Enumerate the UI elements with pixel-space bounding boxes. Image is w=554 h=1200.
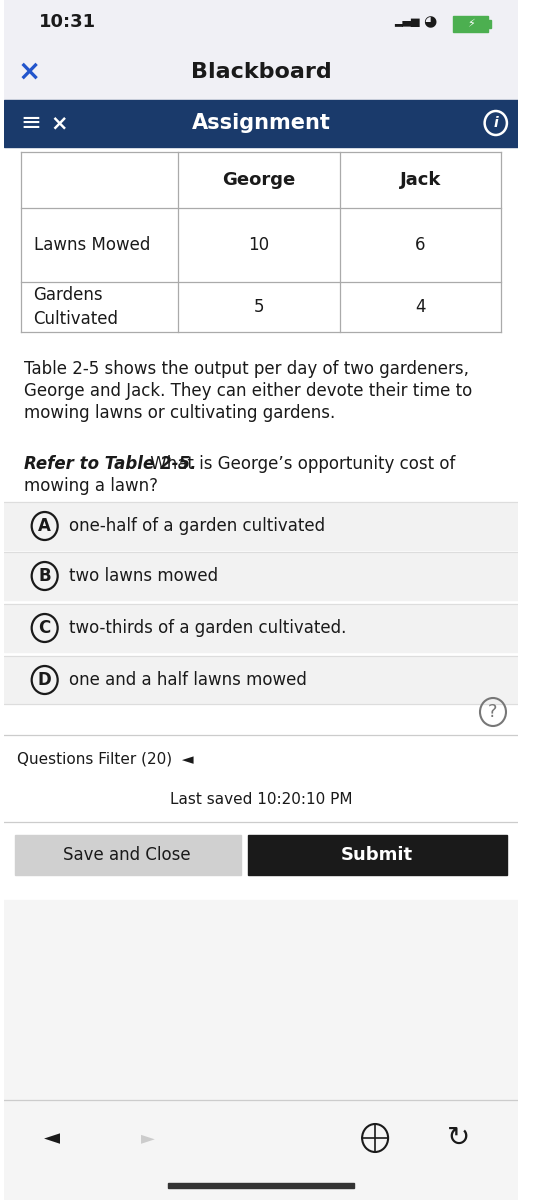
Text: C: C	[39, 619, 51, 637]
Text: two lawns mowed: two lawns mowed	[69, 566, 218, 584]
Bar	[168, 1183, 354, 1188]
Bar	[4, 150, 518, 1100]
Text: ×: ×	[17, 58, 40, 86]
Text: Lawns Mowed: Lawns Mowed	[34, 236, 150, 254]
Text: i: i	[494, 116, 498, 130]
Bar	[4, 0, 518, 44]
Text: Assignment: Assignment	[192, 113, 330, 133]
Text: A: A	[38, 517, 51, 535]
Text: Table 2-5 shows the output per day of two gardeners,: Table 2-5 shows the output per day of tw…	[24, 360, 469, 378]
Bar	[4, 604, 518, 652]
Text: B: B	[38, 566, 51, 584]
Bar	[248, 835, 507, 875]
Bar	[4, 900, 518, 1200]
Text: Submit: Submit	[341, 846, 413, 864]
Text: ◕: ◕	[423, 14, 437, 30]
Bar	[15, 835, 240, 875]
Text: mowing lawns or cultivating gardens.: mowing lawns or cultivating gardens.	[24, 404, 336, 422]
Bar	[4, 552, 518, 600]
Text: Gardens: Gardens	[34, 286, 103, 304]
Text: ⚡: ⚡	[467, 19, 475, 29]
Text: ►: ►	[141, 1129, 155, 1147]
Text: mowing a lawn?: mowing a lawn?	[24, 476, 158, 494]
Bar	[453, 16, 488, 32]
Text: What is George’s opportunity cost of: What is George’s opportunity cost of	[145, 455, 455, 473]
Text: two-thirds of a garden cultivated.: two-thirds of a garden cultivated.	[69, 619, 346, 637]
Text: Cultivated: Cultivated	[34, 310, 119, 328]
Bar	[4, 44, 518, 100]
Text: ≡: ≡	[20, 110, 42, 134]
Bar	[4, 100, 518, 146]
Bar	[17, 742, 193, 776]
Text: ◄: ◄	[44, 1128, 60, 1148]
Bar	[4, 656, 518, 704]
Text: 10:31: 10:31	[39, 13, 96, 31]
Text: 6: 6	[416, 236, 426, 254]
Text: ×: ×	[50, 113, 68, 133]
Text: Last saved 10:20:10 PM: Last saved 10:20:10 PM	[170, 792, 352, 808]
Text: Questions Filter (20)  ◄: Questions Filter (20) ◄	[17, 751, 193, 767]
Bar	[4, 502, 518, 550]
Text: 10: 10	[249, 236, 270, 254]
Text: ↻: ↻	[447, 1124, 470, 1152]
Text: Save and Close: Save and Close	[64, 846, 191, 864]
Text: one-half of a garden cultivated: one-half of a garden cultivated	[69, 517, 325, 535]
Bar	[20, 152, 501, 332]
Text: Refer to Table 2-5.: Refer to Table 2-5.	[24, 455, 197, 473]
Text: Blackboard: Blackboard	[191, 62, 331, 82]
Text: one and a half lawns mowed: one and a half lawns mowed	[69, 671, 307, 689]
Text: 4: 4	[416, 298, 426, 316]
Text: D: D	[38, 671, 52, 689]
Text: George and Jack. They can either devote their time to: George and Jack. They can either devote …	[24, 382, 473, 400]
Text: ?: ?	[488, 703, 497, 721]
Text: ▂▄▆: ▂▄▆	[394, 17, 419, 26]
Bar	[488, 20, 491, 28]
Text: 5: 5	[254, 298, 264, 316]
Text: George: George	[223, 170, 296, 188]
Text: Jack: Jack	[400, 170, 442, 188]
